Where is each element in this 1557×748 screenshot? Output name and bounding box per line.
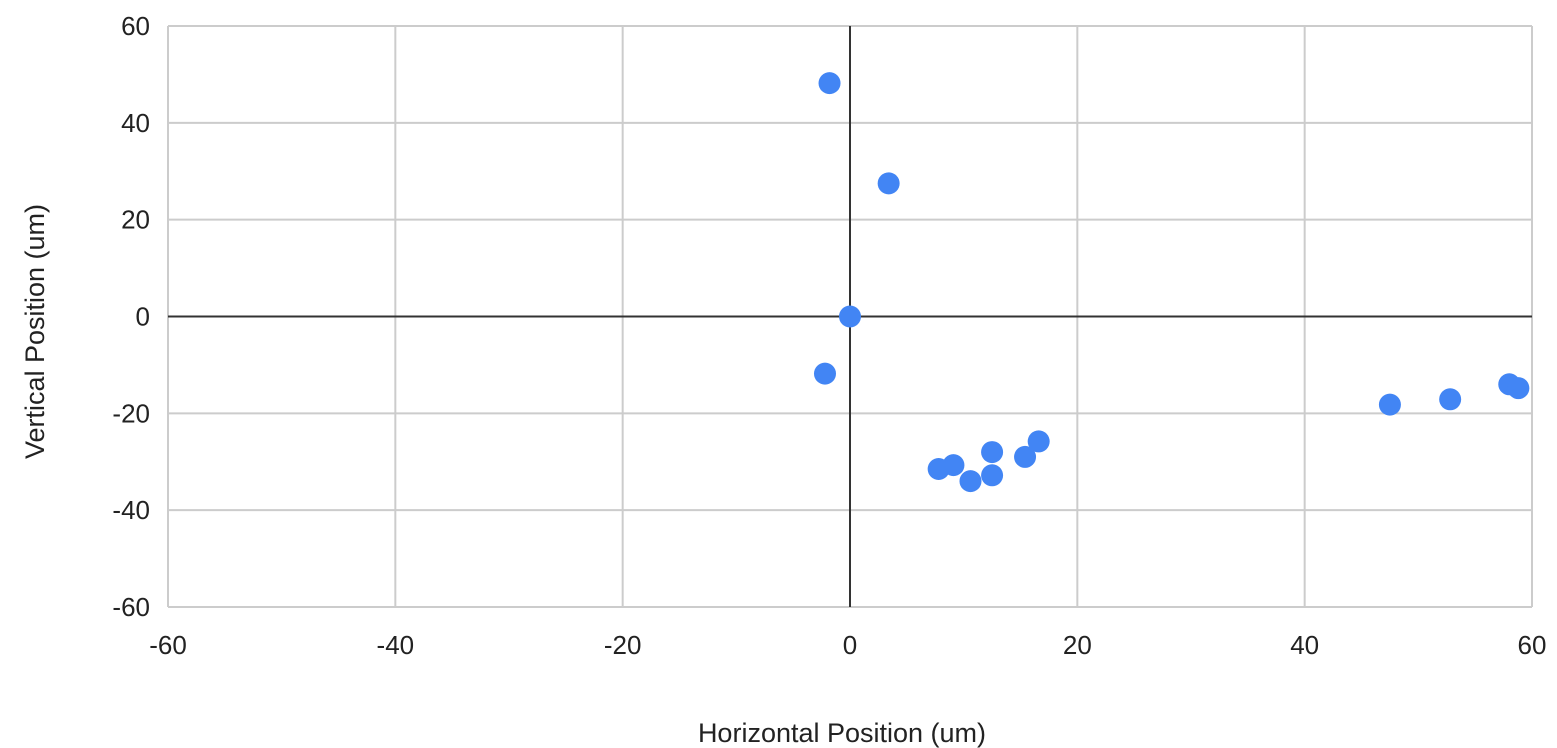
data-point	[1378, 393, 1401, 416]
data-points	[813, 72, 1530, 493]
tick-labels: -60 -40 -20 0 20 40 60 -60 -40 -20 0 20 40 60	[112, 11, 1546, 660]
y-tick-label: 0	[136, 302, 150, 332]
data-point	[1507, 377, 1530, 400]
x-tick-label: 60	[1518, 630, 1547, 660]
y-tick-label: -40	[112, 495, 150, 525]
y-tick-label: 60	[121, 11, 150, 41]
y-tick-label: 20	[121, 205, 150, 235]
data-point	[818, 72, 841, 95]
y-tick-label: -20	[112, 398, 150, 428]
data-point	[839, 305, 861, 328]
x-tick-label: -60	[149, 630, 187, 660]
x-tick-label: 40	[1290, 630, 1319, 660]
x-tick-label: -40	[377, 630, 415, 660]
data-point	[942, 454, 965, 477]
data-point	[1439, 388, 1462, 411]
data-point	[813, 362, 836, 385]
x-tick-label: 0	[843, 630, 857, 660]
y-tick-label: 40	[121, 108, 150, 138]
data-point	[1014, 445, 1037, 468]
x-tick-label: -20	[604, 630, 642, 660]
x-axis-title: Horizontal Position (um)	[698, 718, 986, 748]
x-tick-label: 20	[1063, 630, 1092, 660]
data-point	[981, 464, 1004, 487]
data-point	[1027, 430, 1050, 453]
data-point	[877, 172, 900, 195]
data-point	[981, 441, 1004, 464]
y-axis-title: Vertical Position (um)	[20, 204, 50, 459]
y-tick-label: -60	[112, 592, 150, 622]
data-point	[959, 470, 982, 493]
